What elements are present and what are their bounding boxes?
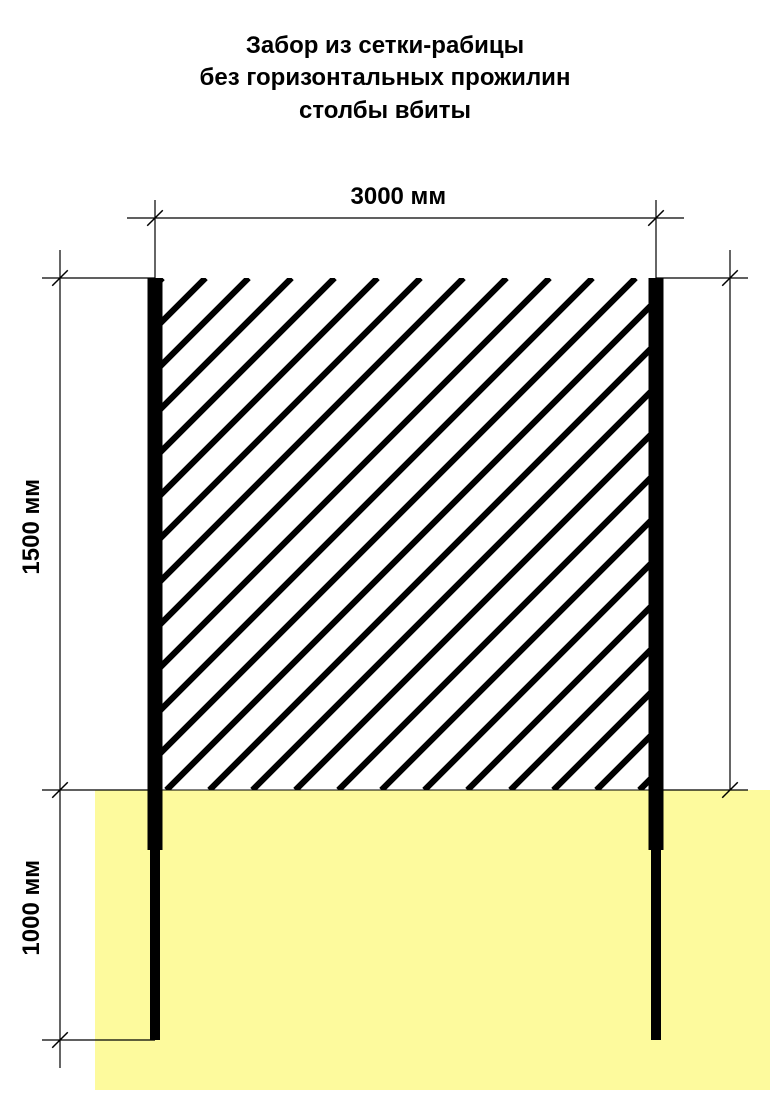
fence-diagram [0,0,770,1116]
